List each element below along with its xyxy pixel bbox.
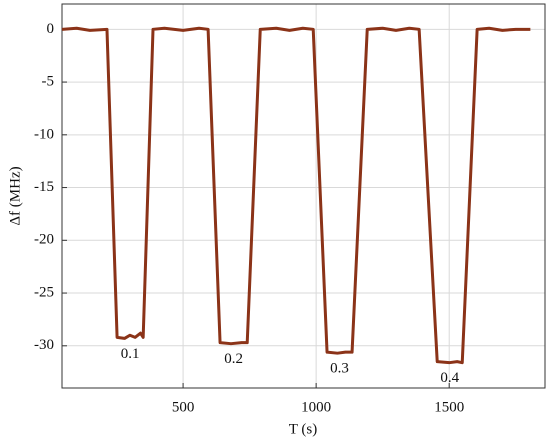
plot-frame <box>61 3 546 389</box>
y-tick-label: -30 <box>34 337 54 353</box>
y-tick-label: -15 <box>34 179 54 195</box>
x-tick-label: 1000 <box>301 399 331 415</box>
line-series <box>61 26 531 365</box>
annotation: 0.2 <box>224 351 243 367</box>
y-tick-label: -20 <box>34 232 54 248</box>
x-tick-label: 500 <box>172 399 195 415</box>
annotation: 0.1 <box>121 346 140 362</box>
annotation: 0.3 <box>330 361 349 377</box>
y-tick-label: -25 <box>34 284 54 300</box>
y-tick-label: -5 <box>42 74 55 90</box>
y-tick-label: -10 <box>34 126 54 142</box>
x-tick-label: 1500 <box>434 399 464 415</box>
y-tick-label: 0 <box>47 21 55 37</box>
annotation: 0.4 <box>440 370 459 386</box>
x-axis-label: T (s) <box>289 421 317 437</box>
y-axis-label: Δf (MHz) <box>7 166 23 225</box>
